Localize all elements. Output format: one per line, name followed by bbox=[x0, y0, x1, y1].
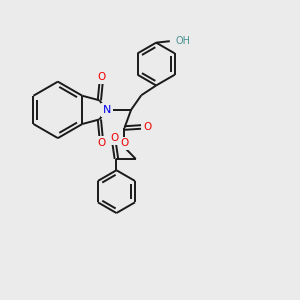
Text: O: O bbox=[120, 139, 129, 148]
Text: OH: OH bbox=[176, 36, 191, 46]
Text: O: O bbox=[110, 133, 118, 143]
Text: O: O bbox=[143, 122, 151, 132]
Text: N: N bbox=[103, 105, 111, 115]
Text: O: O bbox=[97, 72, 105, 82]
Text: O: O bbox=[97, 138, 105, 148]
